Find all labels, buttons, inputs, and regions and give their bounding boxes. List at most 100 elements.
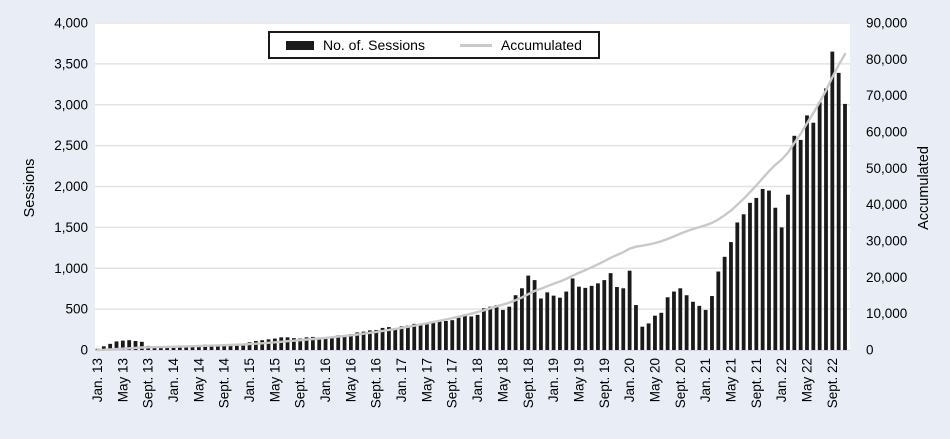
- left-tick-label: 3,000: [54, 97, 88, 112]
- x-tick-label: Sept. 13: [141, 358, 156, 408]
- x-tick-label: Sept. 14: [217, 358, 232, 409]
- session-bar: [241, 344, 246, 350]
- x-tick-label: May 19: [571, 358, 586, 402]
- session-bar: [310, 336, 315, 350]
- session-bar: [792, 135, 797, 350]
- session-bar: [703, 309, 708, 350]
- x-tick-label: Jan. 20: [622, 358, 637, 402]
- left-tick-label: 2,000: [54, 179, 88, 194]
- session-bar: [817, 102, 822, 350]
- session-bar: [393, 328, 398, 350]
- x-tick-label: May 13: [115, 358, 130, 402]
- session-bar: [811, 122, 816, 351]
- session-bar: [114, 341, 119, 350]
- session-bar: [374, 329, 379, 350]
- session-bar: [836, 72, 841, 351]
- sessions-bar-swatch-icon: [286, 40, 314, 50]
- x-tick-label: Jan. 19: [546, 358, 561, 402]
- session-bar: [684, 295, 689, 350]
- session-bar: [412, 323, 417, 350]
- right-tick-label: 10,000: [866, 306, 907, 321]
- session-bar: [805, 115, 809, 350]
- x-tick-label: Sept. 19: [597, 358, 612, 408]
- left-tick-label: 2,500: [54, 138, 88, 153]
- session-bar: [754, 197, 759, 350]
- session-bar: [418, 324, 423, 350]
- session-bar: [247, 342, 252, 350]
- accumulated-line-swatch-icon: [459, 43, 492, 47]
- session-bar: [456, 317, 461, 350]
- session-bar: [570, 278, 575, 350]
- session-bar: [184, 345, 189, 350]
- session-bar: [760, 188, 765, 350]
- x-tick-label: Sept. 18: [521, 358, 536, 408]
- session-bar: [342, 335, 347, 350]
- right-tick-label: 20,000: [866, 270, 907, 285]
- session-bar: [469, 316, 474, 350]
- session-bar: [532, 280, 537, 350]
- session-bar: [222, 345, 227, 350]
- session-bar: [526, 275, 531, 350]
- left-axis-title: Sessions: [22, 158, 38, 218]
- session-bar: [336, 335, 341, 350]
- x-tick-label: Jan. 15: [242, 358, 257, 402]
- session-bar: [779, 227, 784, 351]
- legend-accumulated-label: Accumulated: [500, 37, 582, 53]
- session-bar: [285, 337, 290, 350]
- right-axis-title: Accumulated: [916, 146, 932, 230]
- session-bar: [323, 337, 328, 350]
- session-bar: [431, 321, 436, 350]
- right-tick-label: 80,000: [866, 52, 907, 67]
- session-bar: [564, 291, 569, 350]
- x-tick-label: May 21: [723, 358, 738, 402]
- session-bar: [678, 288, 683, 350]
- session-bar: [551, 295, 556, 350]
- session-bar: [450, 320, 455, 350]
- session-bar: [260, 340, 265, 350]
- session-bar: [558, 297, 562, 350]
- x-tick-label: May 15: [267, 358, 282, 402]
- session-bar: [291, 338, 296, 350]
- x-tick-label: Sept. 22: [825, 358, 840, 408]
- session-bar: [367, 330, 372, 350]
- session-bar: [196, 345, 201, 350]
- session-bar: [488, 306, 493, 350]
- session-bar: [545, 292, 550, 350]
- session-bar: [399, 326, 404, 350]
- x-tick-label: Jan. 21: [698, 358, 713, 402]
- gridlines: [95, 22, 850, 310]
- session-bar: [101, 346, 106, 350]
- session-bar: [634, 305, 638, 350]
- x-tick-label: Sept. 20: [673, 358, 688, 408]
- session-bar: [437, 320, 442, 350]
- session-bar: [355, 332, 360, 350]
- session-bar: [646, 323, 651, 350]
- session-bar: [165, 347, 170, 350]
- session-bar: [798, 139, 803, 350]
- session-bar: [773, 207, 778, 350]
- right-tick-label: 0: [866, 343, 874, 358]
- session-bar: [697, 305, 702, 350]
- right-axis-ticks: 0 10,000 20,000 30,000 40,000 50,000 60,000 70,…: [866, 16, 907, 358]
- session-bar: [501, 309, 505, 350]
- x-tick-label: May 16: [343, 358, 358, 402]
- session-bar: [621, 288, 626, 350]
- session-bar: [171, 346, 176, 350]
- x-tick-label: May 20: [647, 358, 662, 402]
- session-bar: [741, 214, 746, 350]
- session-bar: [494, 305, 499, 350]
- session-bar: [602, 280, 607, 350]
- session-bar: [539, 298, 543, 350]
- session-bar: [387, 327, 391, 350]
- session-bar: [444, 320, 448, 350]
- right-tick-label: 40,000: [866, 197, 907, 212]
- x-tick-label: Sept. 15: [293, 358, 308, 408]
- right-tick-label: 50,000: [866, 161, 907, 176]
- session-bars: [95, 51, 847, 351]
- session-bar: [475, 314, 480, 350]
- session-bar: [253, 341, 258, 350]
- session-bar: [824, 88, 828, 351]
- session-bar: [735, 222, 740, 350]
- session-bar: [463, 314, 467, 350]
